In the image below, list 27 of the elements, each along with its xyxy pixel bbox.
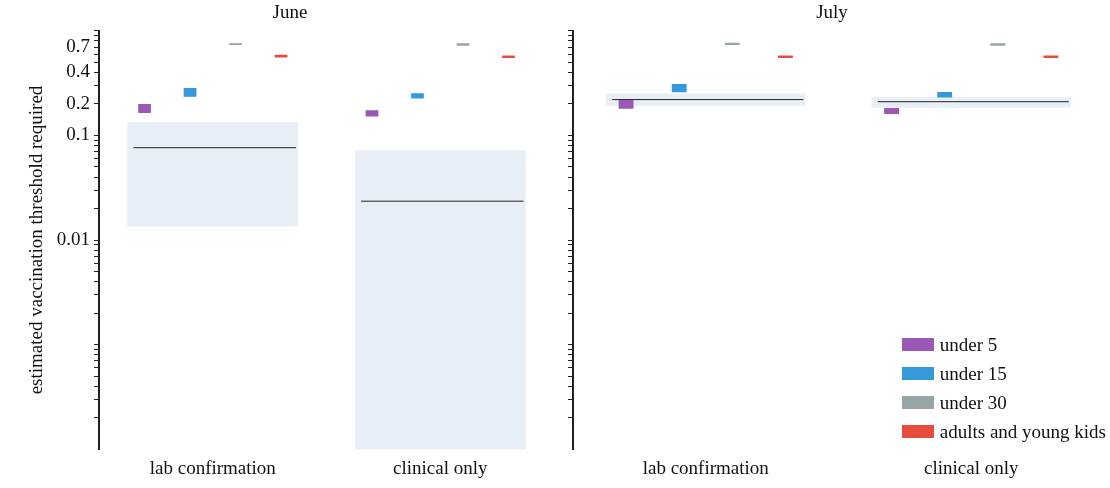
bar bbox=[990, 43, 1006, 46]
bar bbox=[671, 84, 687, 93]
bar bbox=[618, 100, 634, 109]
y-tick-label: 0.4 bbox=[66, 60, 91, 82]
y-axis-title: estimated vaccination threshold required bbox=[25, 85, 47, 395]
bar bbox=[274, 54, 288, 58]
legend-label: under 5 bbox=[939, 333, 998, 356]
bar bbox=[365, 110, 379, 117]
chart-title: July bbox=[816, 1, 849, 23]
bar bbox=[884, 107, 900, 115]
legend-label: under 15 bbox=[939, 362, 1007, 385]
bar bbox=[937, 91, 953, 98]
bar bbox=[138, 103, 151, 113]
y-tick-label: 0.1 bbox=[66, 123, 91, 145]
y-tick-label: 0.01 bbox=[56, 227, 91, 249]
bar bbox=[183, 87, 197, 97]
x-tick-label: clinical only bbox=[393, 456, 488, 478]
y-tick-label: 0.2 bbox=[66, 91, 91, 113]
bar bbox=[411, 93, 424, 99]
y-tick-label: 0.7 bbox=[66, 34, 91, 56]
legend-label: under 30 bbox=[939, 391, 1007, 414]
bar bbox=[456, 43, 470, 46]
x-tick-label: lab confirmation bbox=[642, 456, 770, 478]
x-tick-label: clinical only bbox=[924, 456, 1019, 478]
legend-label: adults and young kids bbox=[939, 420, 1106, 443]
x-tick-label: lab confirmation bbox=[149, 456, 277, 478]
chart-title: June bbox=[272, 1, 308, 23]
